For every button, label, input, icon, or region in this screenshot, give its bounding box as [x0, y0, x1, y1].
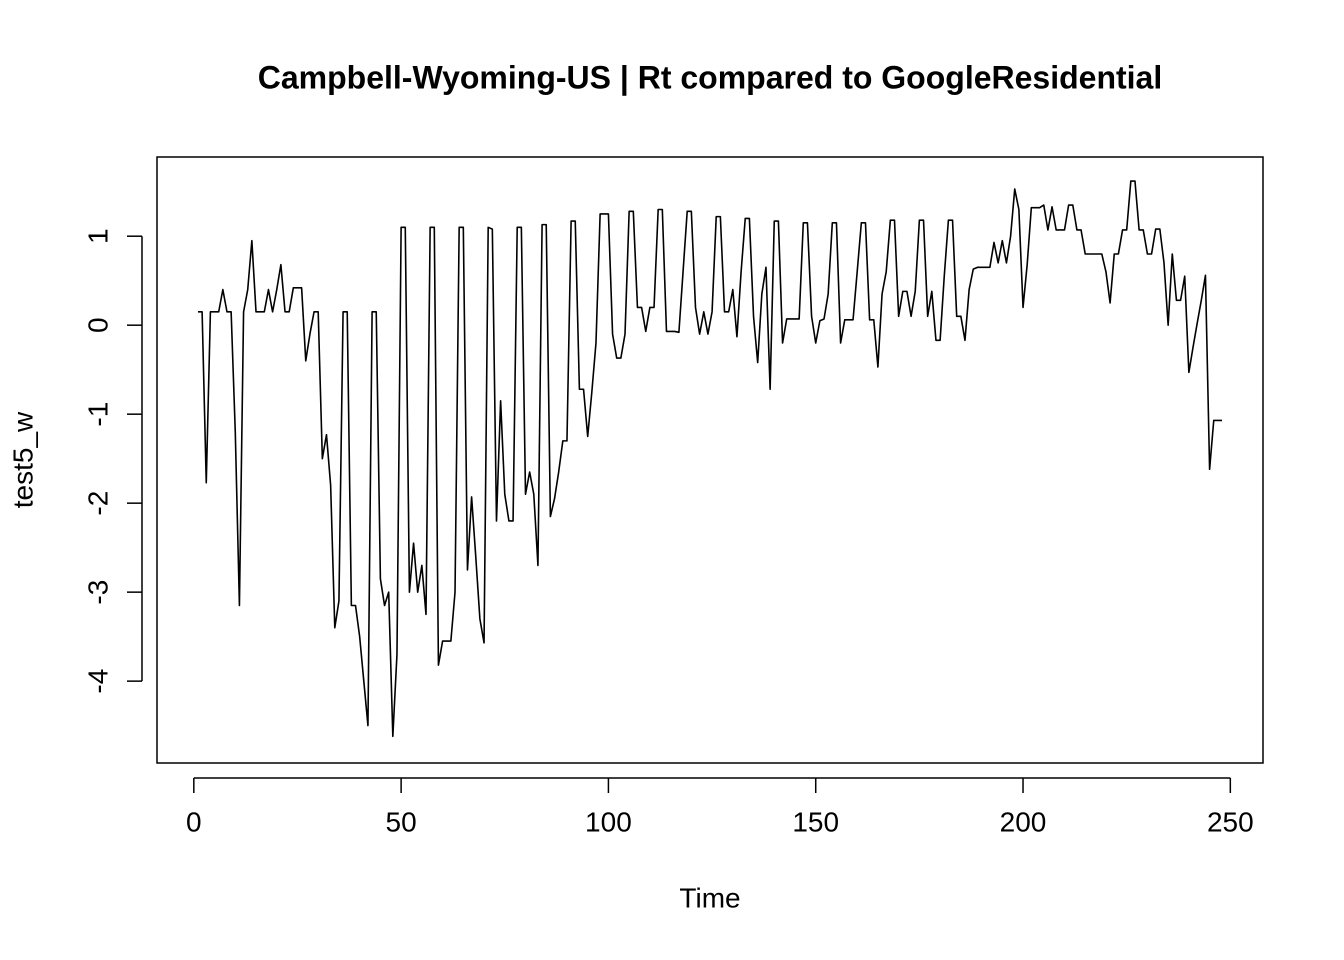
y-tick-label: -2: [82, 491, 113, 516]
y-tick-label: 0: [82, 317, 113, 333]
x-tick-label: 250: [1207, 806, 1254, 837]
plot-frame: [156, 156, 1264, 764]
y-axis-label: test5_w: [7, 411, 38, 508]
x-tick-label: 0: [186, 806, 202, 837]
chart-title: Campbell-Wyoming-US | Rt compared to Goo…: [258, 59, 1162, 95]
data-line: [197, 180, 1223, 738]
x-tick-label: 200: [1000, 806, 1047, 837]
x-tick-label: 50: [386, 806, 417, 837]
y-tick-label: -3: [82, 580, 113, 605]
x-tick-label: 100: [585, 806, 632, 837]
x-axis-label: Time: [679, 882, 740, 913]
x-tick-label: 150: [792, 806, 839, 837]
y-tick-label: 1: [82, 228, 113, 244]
y-tick-label: -4: [82, 669, 113, 694]
y-tick-label: -1: [82, 402, 113, 427]
